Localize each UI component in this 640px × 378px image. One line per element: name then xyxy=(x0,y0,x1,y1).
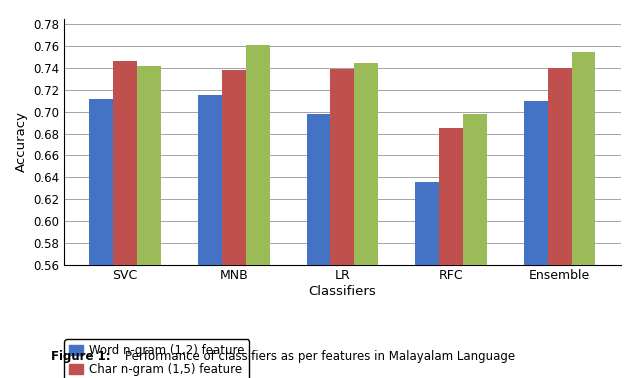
Bar xyxy=(113,62,137,378)
Bar xyxy=(355,63,378,378)
Text: Figure 1:: Figure 1: xyxy=(51,350,111,363)
Bar xyxy=(330,69,355,378)
Bar xyxy=(198,95,222,378)
X-axis label: Classifiers: Classifiers xyxy=(308,285,376,298)
Text: Performance of classifiers as per features in Malayalam Language: Performance of classifiers as per featur… xyxy=(125,350,515,363)
Bar xyxy=(222,70,246,378)
Bar xyxy=(439,128,463,378)
Bar xyxy=(415,181,439,378)
Bar xyxy=(463,114,487,378)
Bar xyxy=(572,52,595,378)
Bar xyxy=(137,66,161,378)
Legend: Word n-gram (1,2) feature, Char n-gram (1,5) feature: Word n-gram (1,2) feature, Char n-gram (… xyxy=(65,339,250,378)
Bar xyxy=(90,99,113,378)
Bar xyxy=(307,114,330,378)
Y-axis label: Accuracy: Accuracy xyxy=(15,111,28,172)
Bar xyxy=(246,45,269,378)
Bar xyxy=(548,68,572,378)
Bar xyxy=(524,101,548,378)
